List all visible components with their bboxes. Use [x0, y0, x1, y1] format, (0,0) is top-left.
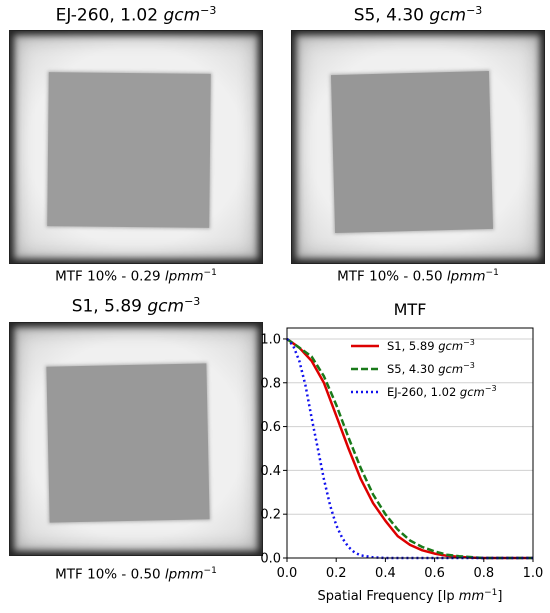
y-tick-label: 1.0 — [260, 332, 281, 347]
legend-exponent: −3 — [463, 361, 475, 370]
x-tick-label: 0.6 — [424, 566, 445, 581]
panel-title-text: S5, 4.30 — [353, 5, 430, 26]
series-line-s1 — [286, 337, 533, 560]
y-tick-label: 0.2 — [260, 508, 281, 523]
x-tick-label: 0.8 — [473, 566, 494, 581]
panel-title-s1: S1, 5.89 gcm−3 — [9, 295, 263, 317]
legend: S1, 5.89 gcm−3 S5, 4.30 gcm−3 EJ-260, 1.… — [351, 338, 497, 399]
caption-unit: lpmm — [446, 268, 486, 285]
mtf-caption-ej260: MTF 10% - 0.29 lpmm−1 — [9, 268, 263, 285]
mtf-caption-s1: MTF 10% - 0.50 lpmm−1 — [9, 566, 263, 583]
legend-label-ej260: EJ-260, 1.02 gcm−3 — [387, 384, 497, 399]
y-tick-label: 0.4 — [260, 464, 281, 479]
x-axis-label: Spatial Frequency [lp mm−1] — [318, 588, 503, 604]
legend-unit: gcm — [460, 385, 485, 399]
x-tick-label: 0.2 — [326, 566, 347, 581]
grid-layer — [287, 338, 533, 559]
x-tick-label: 0.0 — [277, 566, 298, 581]
legend-text: S1, 5.89 — [387, 339, 438, 353]
caption-unit: lpmm — [164, 566, 204, 583]
legend-exponent: −3 — [463, 338, 475, 347]
y-tick-label: 0.8 — [260, 376, 281, 391]
sample-square — [330, 70, 494, 234]
x-tick-label: 0.4 — [375, 566, 396, 581]
caption-exponent: −1 — [203, 566, 217, 576]
legend-exponent: −3 — [485, 384, 497, 393]
panel-title-unit: gcm — [429, 5, 467, 26]
caption-text: MTF 10% - 0.50 — [337, 268, 447, 285]
caption-text: MTF 10% - 0.50 — [55, 566, 165, 583]
panel-title-unit: gcm — [147, 296, 185, 317]
panel-title-text: S1, 5.89 — [71, 296, 148, 317]
xray-image-s1 — [9, 322, 263, 556]
chart-title: MTF — [287, 300, 533, 319]
legend-label-s1: S1, 5.89 gcm−3 — [387, 338, 475, 353]
x-axis-label-close: ] — [497, 589, 502, 604]
panel-title-exponent: −3 — [466, 4, 483, 17]
series-line-s5 — [286, 337, 533, 560]
x-axis-label-text: Spatial Frequency [lp — [318, 589, 459, 604]
y-tick-label: 0.6 — [260, 420, 281, 435]
legend-label-s5: S5, 4.30 gcm−3 — [387, 361, 475, 376]
legend-text: S5, 4.30 — [387, 362, 438, 376]
chart-title-text: MTF — [393, 300, 427, 319]
panel-title-ej260: EJ-260, 1.02 gcm−3 — [9, 4, 263, 26]
series-line-ej260 — [286, 338, 533, 560]
plot-frame — [286, 327, 534, 559]
x-axis-label-unit: mm — [459, 589, 484, 604]
panel-title-s5: S5, 4.30 gcm−3 — [291, 4, 545, 26]
caption-unit: lpmm — [164, 268, 204, 285]
panel-title-unit: gcm — [163, 5, 201, 26]
sample-square — [47, 72, 211, 228]
panel-title-exponent: −3 — [200, 4, 217, 17]
mtf-caption-s5: MTF 10% - 0.50 lpmm−1 — [291, 268, 545, 285]
y-tick-label: 0.0 — [260, 552, 281, 567]
tick-layer: 0.0 0.2 0.4 0.6 0.8 1.0 0.0 0.2 0.4 0.6 0.8 1.0 — [260, 332, 543, 581]
x-tick-label: 1.0 — [523, 566, 544, 581]
legend-text: EJ-260, 1.02 — [387, 385, 460, 399]
series-layer — [286, 337, 533, 560]
caption-text: MTF 10% - 0.29 — [55, 268, 165, 285]
legend-unit: gcm — [438, 339, 463, 353]
xray-image-s5 — [291, 30, 545, 264]
legend-unit: gcm — [438, 362, 463, 376]
caption-exponent: −1 — [203, 268, 217, 278]
panel-title-exponent: −3 — [184, 295, 201, 308]
caption-exponent: −1 — [485, 268, 499, 278]
x-axis-label-exponent: −1 — [484, 588, 497, 598]
sample-square — [46, 363, 210, 523]
panel-title-text: EJ-260, 1.02 — [55, 5, 164, 26]
xray-image-ej260 — [9, 30, 263, 264]
